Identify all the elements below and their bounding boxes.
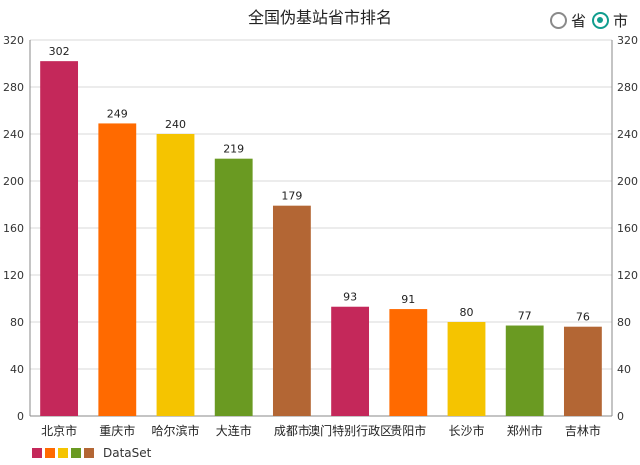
y-tick-label-left: 160 (3, 222, 24, 235)
x-tick-label: 哈尔滨市 (151, 423, 199, 438)
y-tick-label-left: 200 (3, 175, 24, 188)
toggle-label-province: 省 (570, 12, 586, 30)
bar-value-label: 93 (343, 291, 357, 304)
toggle-option-city[interactable]: 市 (591, 10, 628, 31)
x-tick-label: 长沙市 (448, 423, 484, 438)
y-tick-label-left: 0 (17, 410, 24, 423)
x-tick-label: 郑州市 (507, 423, 543, 438)
bar (214, 158, 253, 417)
bar (389, 309, 428, 416)
bar (98, 123, 137, 417)
province-city-toggle: 省 市 (549, 10, 628, 31)
bar-value-label: 179 (281, 190, 302, 203)
y-tick-label-right: 240 (617, 128, 638, 141)
bar (156, 134, 195, 416)
y-tick-label-left: 240 (3, 128, 24, 141)
y-tick-label-right: 80 (617, 316, 631, 329)
y-tick-label-left: 320 (3, 34, 24, 47)
y-tick-label-right: 280 (617, 81, 638, 94)
y-tick-label-right: 160 (617, 222, 638, 235)
bar (447, 322, 486, 416)
y-tick-label-right: 40 (617, 363, 631, 376)
y-tick-label-left: 80 (10, 316, 24, 329)
y-tick-label-right: 0 (617, 410, 624, 423)
x-tick-label: 北京市 (41, 423, 77, 438)
legend-swatch (71, 448, 81, 458)
chart-title: 全国伪基站省市排名 (247, 8, 392, 27)
bar (563, 326, 602, 416)
legend-label: DataSet (103, 446, 152, 460)
bar (505, 325, 544, 416)
bar-value-label: 302 (49, 45, 70, 58)
legend-swatch (32, 448, 42, 458)
bar (272, 205, 311, 416)
y-tick-label-left: 120 (3, 269, 24, 282)
x-tick-label: 重庆市 (99, 423, 135, 438)
y-tick-label-right: 120 (617, 269, 638, 282)
city-radio[interactable] (591, 12, 609, 29)
legend-swatch (45, 448, 55, 458)
y-tick-label-left: 280 (3, 81, 24, 94)
y-tick-label-right: 320 (617, 34, 638, 47)
bar-value-label: 77 (518, 310, 532, 323)
x-tick-label: 澳门特别行政区 (308, 423, 392, 438)
bar-value-label: 76 (576, 311, 590, 324)
y-tick-label-right: 200 (617, 175, 638, 188)
x-tick-label: 成都市 (274, 423, 310, 438)
bar-value-label: 80 (460, 306, 474, 319)
toggle-option-province[interactable]: 省 (549, 10, 586, 31)
y-tick-label-left: 40 (10, 363, 24, 376)
bar (331, 306, 370, 416)
x-tick-label: 吉林市 (565, 423, 601, 438)
bar (40, 61, 79, 417)
x-tick-label: 贵阳市 (390, 423, 426, 438)
bar-value-label: 91 (401, 293, 415, 306)
chart-legend: DataSet (32, 446, 151, 460)
legend-swatch (58, 448, 68, 458)
toggle-label-city: 市 (612, 12, 628, 30)
province-radio[interactable] (549, 12, 567, 29)
legend-swatch (84, 448, 94, 458)
bar-value-label: 249 (107, 107, 128, 120)
x-tick-label: 大连市 (216, 423, 252, 438)
bar-value-label: 240 (165, 118, 186, 131)
bar-value-label: 219 (223, 143, 244, 156)
